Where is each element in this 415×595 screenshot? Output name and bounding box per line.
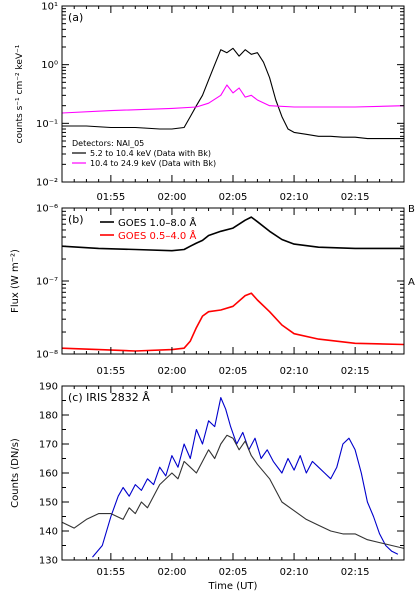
y-axis-label: Flux (W m⁻²) (10, 249, 21, 313)
y-tick-label: 10¹ (41, 2, 58, 13)
x-tick-label: 02:15 (341, 192, 370, 203)
x-tick-label: 02:05 (219, 366, 248, 377)
series-line-1 (62, 47, 404, 140)
y-tick-label: 130 (39, 556, 58, 567)
legend-entry: 5.2 to 10.4 keV (Data with Bk) (90, 149, 211, 158)
panel-label: (b) (68, 213, 84, 226)
y-axis-label: counts s⁻¹ cm⁻² keV⁻¹ (15, 44, 25, 143)
legend-entry: 10.4 to 24.9 keV (Data with Bk) (90, 159, 216, 168)
panel-a-spectrometer-counts: 10⁻² 10⁻¹ 10⁰ 10¹ 01:55 02:00 02:05 02:10 02:15 c… (15, 2, 405, 203)
y-tick-label: 160 (39, 469, 58, 480)
series-line-1 (92, 397, 399, 558)
y-tick-label: 10⁻⁷ (36, 277, 58, 288)
y-tick-label: 150 (39, 498, 58, 509)
y-tick-label: 10⁻⁸ (36, 350, 58, 361)
legend-entry: GOES 0.5–4.0 Å (118, 229, 196, 242)
goes-class-label: B (408, 204, 415, 215)
x-tick-label: 01:55 (96, 192, 125, 203)
y-tick-label: 10⁻¹ (36, 119, 58, 130)
x-tick-label: 02:00 (158, 567, 187, 578)
series-line-2 (62, 434, 404, 549)
x-tick-label: 02:15 (341, 366, 370, 377)
x-tick-label: 02:10 (280, 567, 309, 578)
y-tick-label: 170 (39, 440, 58, 451)
y-tick-label: 10⁻² (36, 178, 58, 189)
y-tick-label: 10⁰ (41, 60, 58, 71)
panel-b-goes-flux: 10⁻⁸ 10⁻⁷ 10⁻⁶ 01:55 02:00 02:05 02:10 02:15 Flu… (10, 204, 415, 378)
x-tick-label: 02:15 (341, 567, 370, 578)
y-tick-label: 10⁻⁶ (36, 204, 58, 215)
x-tick-label: 02:05 (219, 567, 248, 578)
series-line-2 (62, 292, 404, 352)
x-tick-label: 01:55 (96, 366, 125, 377)
x-tick-label: 02:00 (158, 192, 187, 203)
y-tick-label: 180 (39, 411, 58, 422)
x-tick-label: 02:10 (280, 366, 309, 377)
goes-class-label: A (408, 277, 415, 288)
series-line-1 (62, 216, 404, 252)
legend-entry: GOES 1.0–8.0 Å (118, 216, 196, 229)
series-line-2 (62, 84, 404, 114)
x-tick-label: 02:05 (219, 192, 248, 203)
x-axis-label: Time (UT) (208, 581, 258, 592)
y-tick-label: 140 (39, 527, 58, 538)
y-tick-label: 190 (39, 382, 58, 393)
x-tick-label: 02:10 (280, 192, 309, 203)
y-axis-label: Counts (DN/s) (10, 438, 21, 508)
panel-c-iris-counts: 130 140 150 160 170 180 190 01:55 02:00 02:05 02:1… (10, 382, 405, 592)
x-tick-label: 02:00 (158, 366, 187, 377)
panel-label: (c) IRIS 2832 Å (68, 391, 150, 404)
panel-label: (a) (68, 11, 83, 24)
legend-title: Detectors: NAI_05 (72, 139, 144, 148)
x-tick-label: 01:55 (96, 567, 125, 578)
plot-frame (61, 207, 405, 355)
